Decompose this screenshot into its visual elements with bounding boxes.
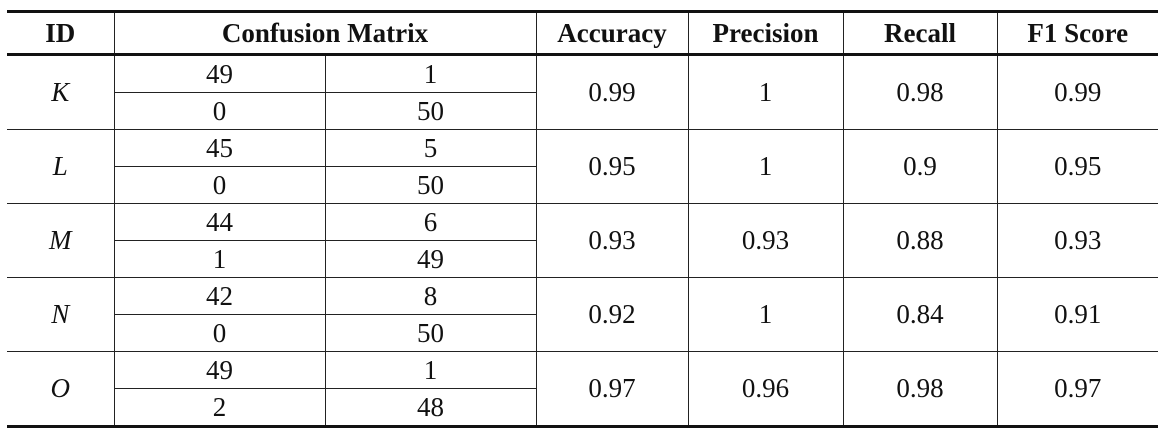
table-row: 0 50 xyxy=(7,314,1158,352)
cm-cell: 49 xyxy=(114,54,326,93)
f1-value: 0.99 xyxy=(996,54,1159,130)
accuracy-value: 0.95 xyxy=(588,151,636,181)
recall-value: 0.88 xyxy=(842,203,998,278)
row-id: M xyxy=(7,203,115,278)
header-accuracy: Accuracy xyxy=(535,10,689,56)
cm-cell: 1 xyxy=(325,351,537,389)
cm-cell: 0 xyxy=(114,92,326,130)
recall-value: 0.84 xyxy=(842,277,998,352)
f1-value: 0.97 xyxy=(996,351,1159,427)
cm-cell: 44 xyxy=(114,203,326,241)
row-id: N xyxy=(7,277,115,352)
row-group-n: N 42 8 0.92 1 0.84 0.91 0 50 xyxy=(7,277,1159,352)
cm-cell: 45 xyxy=(114,129,326,167)
f1-value: 0.91 xyxy=(996,277,1159,352)
table-row: 2 48 xyxy=(7,388,1158,427)
cm-cell: 5 xyxy=(325,129,537,167)
table-row: L 45 5 0.95 1 0.9 0.95 xyxy=(7,129,1159,204)
table-row: M 44 6 0.93 0.93 0.88 0.93 xyxy=(7,203,1159,278)
cm-cell: 49 xyxy=(114,351,326,389)
table-row: K 49 1 0.99 1 0.98 0.99 xyxy=(7,54,1159,130)
header-confusion-matrix: Confusion Matrix xyxy=(113,10,537,56)
accuracy-value: 0.97 xyxy=(588,373,636,403)
cm-cell: 1 xyxy=(325,54,537,93)
table-row: O 49 1 0.97 0.96 0.98 0.97 xyxy=(7,351,1159,427)
accuracy-value: 0.93 xyxy=(588,225,636,255)
precision-value: 0.93 xyxy=(687,203,844,278)
f1-value: 0.93 xyxy=(996,203,1159,278)
cm-cell: 0 xyxy=(114,314,326,352)
recall-value: 0.98 xyxy=(842,351,998,427)
row-id: O xyxy=(7,351,115,427)
cm-cell: 42 xyxy=(114,277,326,315)
cm-cell: 1 xyxy=(114,240,326,278)
precision-value: 1 xyxy=(687,277,844,352)
cm-cell: 0 xyxy=(114,166,326,204)
precision-value: 0.96 xyxy=(687,351,844,427)
cm-cell: 6 xyxy=(325,203,537,241)
header-id: ID xyxy=(7,10,114,56)
cm-cell: 50 xyxy=(325,166,537,204)
recall-value: 0.9 xyxy=(842,129,998,204)
header-f1-score: F1 Score xyxy=(996,10,1159,56)
header-row: ID Confusion Matrix Accuracy Precision R… xyxy=(7,10,1159,56)
cm-cell: 48 xyxy=(325,388,537,427)
row-group-l: L 45 5 0.95 1 0.9 0.95 0 50 xyxy=(7,129,1159,204)
cm-cell: 8 xyxy=(325,277,537,315)
results-table: ID Confusion Matrix Accuracy Precision R… xyxy=(7,10,1159,428)
precision-value: 1 xyxy=(687,54,844,130)
cm-cell: 2 xyxy=(114,388,326,427)
table-row: N 42 8 0.92 1 0.84 0.91 xyxy=(7,277,1159,352)
table-header: ID Confusion Matrix Accuracy Precision R… xyxy=(7,10,1159,56)
cm-cell: 49 xyxy=(325,240,537,278)
table-row: 1 49 xyxy=(7,240,1158,278)
row-group-o: O 49 1 0.97 0.96 0.98 0.97 2 48 xyxy=(7,351,1159,427)
row-id: K xyxy=(7,54,115,130)
row-group-k: K 49 1 0.99 1 0.98 0.99 0 50 xyxy=(7,54,1159,130)
header-precision: Precision xyxy=(687,10,844,56)
f1-value: 0.95 xyxy=(996,129,1159,204)
recall-value: 0.98 xyxy=(842,54,998,130)
precision-value: 1 xyxy=(687,129,844,204)
header-recall: Recall xyxy=(842,10,998,56)
accuracy-value: 0.99 xyxy=(588,77,636,107)
row-id: L xyxy=(7,129,115,204)
table-row: 0 50 xyxy=(7,166,1158,204)
accuracy-value: 0.92 xyxy=(588,299,636,329)
cm-cell: 50 xyxy=(325,92,537,130)
row-group-m: M 44 6 0.93 0.93 0.88 0.93 1 49 xyxy=(7,203,1159,278)
table-row: 0 50 xyxy=(7,92,1158,130)
cm-cell: 50 xyxy=(325,314,537,352)
